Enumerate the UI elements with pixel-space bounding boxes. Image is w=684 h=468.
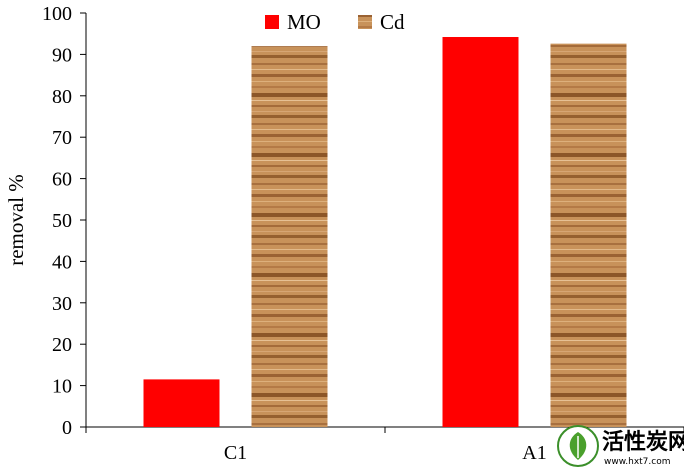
y-tick-label: 60 [52,169,72,191]
y-tick-label: 30 [52,293,72,315]
plot-area: 0 10 20 30 40 50 60 70 80 90 100 C1 A1 [42,3,684,464]
y-tick-label: 0 [62,417,72,439]
watermark-logo: 活性炭网 www.hxt7.com [557,425,684,467]
x-tick-label: C1 [224,442,247,464]
y-axis-title: removal % [4,174,28,266]
watermark-title: 活性炭网 [602,429,684,455]
legend-swatch-cd [358,15,372,29]
y-ticks: 0 10 20 30 40 50 60 70 80 90 100 [42,3,86,439]
y-tick-label: 80 [52,86,72,108]
bar-cd-a1 [550,43,627,428]
legend-label-mo: MO [287,10,321,34]
legend-label-cd: Cd [380,10,405,34]
y-tick-label: 70 [52,127,72,149]
x-tick-label: A1 [522,442,546,464]
bars [143,37,627,428]
legend-swatch-mo [265,15,279,29]
bar-cd-c1 [251,46,328,428]
y-tick-label: 10 [52,376,72,398]
watermark-url: www.hxt7.com [604,457,671,467]
x-ticks: C1 A1 [85,427,684,464]
y-tick-label: 40 [52,251,72,273]
y-tick-label: 100 [42,3,72,25]
y-tick-label: 20 [52,334,72,356]
bar-mo-a1 [442,37,519,428]
legend: MO Cd [265,10,405,34]
y-tick-label: 90 [52,44,72,66]
bar-mo-c1 [143,379,220,427]
y-tick-label: 50 [52,210,72,232]
